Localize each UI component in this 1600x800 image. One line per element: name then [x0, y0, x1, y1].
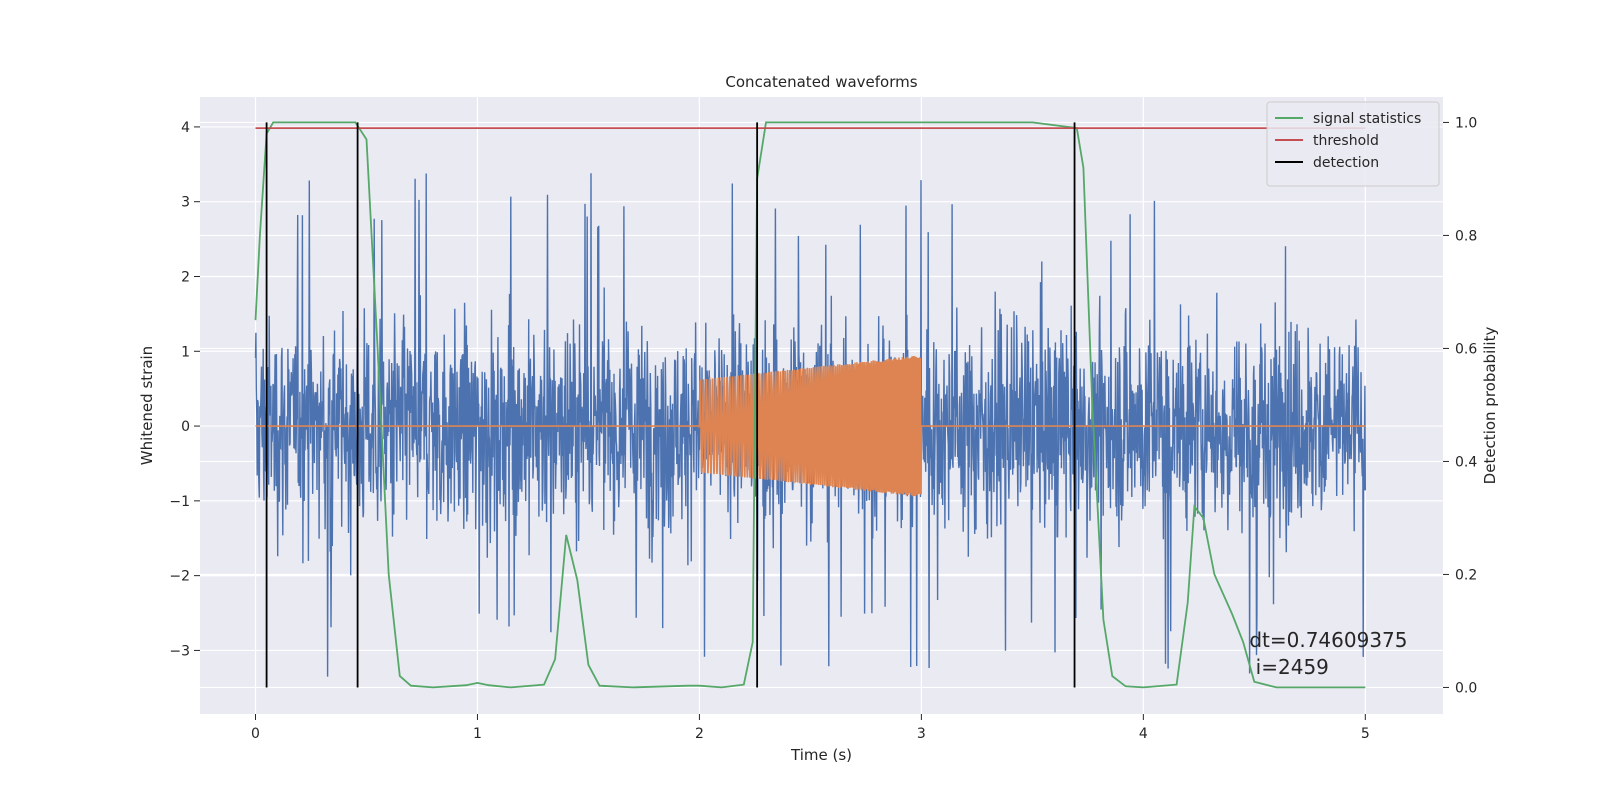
y-tick-label: 1 [181, 344, 190, 360]
annotation-dt: dt=0.74609375 [1249, 628, 1407, 652]
y-tick-label: 4 [181, 120, 190, 136]
y2-axis-label: Detection probability [1481, 327, 1499, 485]
signal-statistics-line [254, 121, 1366, 689]
legend-label: signal statistics [1313, 111, 1421, 127]
x-tick-label: 2 [695, 726, 704, 742]
chart-title: Concatenated waveforms [725, 73, 917, 91]
x-tick-label: 5 [1361, 726, 1370, 742]
annotation-index: i=2459 [1249, 655, 1329, 679]
y2-tick-label: 1.0 [1455, 115, 1477, 131]
axes: 0 1 2 3 4 5 −3 −2 −1 0 1 2 3 4 0.0 0.2 0.4 0.6 0.8 1.0 [169, 115, 1477, 742]
legend-label: detection [1313, 155, 1379, 171]
legend-label: threshold [1313, 133, 1379, 149]
x-tick-label: 0 [251, 726, 260, 742]
legend-box [1266, 101, 1440, 187]
y-tick-label: 2 [181, 269, 190, 285]
legend: signal statistics threshold detection [1266, 101, 1440, 187]
y2-tick-label: 0.6 [1455, 341, 1477, 357]
y-axis-label: Whitened strain [138, 346, 156, 465]
y2-tick-label: 0.4 [1455, 454, 1477, 470]
y-tick-label: −2 [169, 569, 190, 585]
y2-tick-label: 0.8 [1455, 228, 1477, 244]
y-tick-label: 0 [181, 419, 190, 435]
y-tick-label: −3 [169, 643, 190, 659]
x-tick-label: 1 [473, 726, 482, 742]
x-axis-label: Time (s) [790, 746, 852, 764]
x-tick-label: 3 [917, 726, 926, 742]
y2-tick-label: 0.0 [1455, 680, 1477, 696]
x-tick-label: 4 [1139, 726, 1148, 742]
series-layer [254, 121, 1366, 689]
y-tick-label: −1 [169, 494, 190, 510]
waveform-series [255, 355, 1366, 497]
y2-tick-label: 0.2 [1455, 567, 1477, 583]
y-tick-label: 3 [181, 195, 190, 211]
